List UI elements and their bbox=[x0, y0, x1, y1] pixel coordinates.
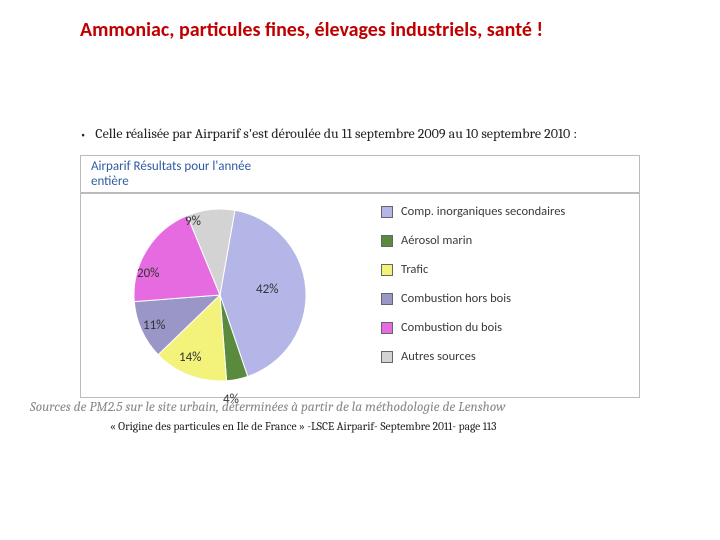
legend-label: Autres sources bbox=[401, 349, 476, 364]
legend-item: Combustion hors bois bbox=[381, 291, 626, 306]
legend-label: Comp. inorganiques secondaires bbox=[401, 204, 565, 219]
pie-slice-label: 9% bbox=[185, 214, 201, 229]
legend-swatch-icon bbox=[381, 264, 393, 276]
pie-slice-label: 42% bbox=[256, 282, 278, 297]
legend-swatch-icon bbox=[381, 351, 393, 363]
legend-swatch-icon bbox=[381, 206, 393, 218]
pie-slice-label: 14% bbox=[179, 350, 201, 365]
intro-text: Celle réalisée par Airparif s'est déroul… bbox=[95, 125, 577, 142]
figure-source: « Origine des particules en Ile de Franc… bbox=[110, 420, 680, 433]
legend-swatch-icon bbox=[381, 235, 393, 247]
legend-label: Trafic bbox=[401, 262, 428, 277]
figure-caption: Sources de PM2.5 sur le site urbain, dét… bbox=[30, 400, 690, 415]
legend: Comp. inorganiques secondaires Aérosol ma… bbox=[381, 204, 626, 378]
legend-item: Trafic bbox=[381, 262, 626, 277]
legend-swatch-icon bbox=[381, 293, 393, 305]
panel-header-spacer bbox=[276, 155, 640, 193]
chart-panel: 42%4%14%11%20%9% Comp. inorganiques seco… bbox=[80, 193, 640, 398]
legend-label: Combustion hors bois bbox=[401, 291, 511, 306]
panel-header-text: Airparif Résultats pour l'année entière bbox=[91, 159, 266, 189]
legend-item: Comp. inorganiques secondaires bbox=[381, 204, 626, 219]
intro-bullet: • Celle réalisée par Airparif s'est déro… bbox=[80, 125, 680, 143]
pie-chart bbox=[131, 206, 309, 384]
panel-header: Airparif Résultats pour l'année entière bbox=[80, 155, 276, 193]
legend-item: Combustion du bois bbox=[381, 320, 626, 335]
legend-swatch-icon bbox=[381, 322, 393, 334]
legend-label: Aérosol marin bbox=[401, 233, 472, 248]
page-title: Ammoniac, particules fines, élevages ind… bbox=[80, 18, 680, 42]
pie-slice-label: 11% bbox=[143, 318, 165, 333]
legend-label: Combustion du bois bbox=[401, 320, 502, 335]
pie-slice-label: 20% bbox=[137, 266, 159, 281]
legend-item: Aérosol marin bbox=[381, 233, 626, 248]
pie-container: 42%4%14%11%20%9% bbox=[101, 204, 341, 389]
legend-item: Autres sources bbox=[381, 349, 626, 364]
bullet-dot-icon: • bbox=[80, 126, 86, 143]
